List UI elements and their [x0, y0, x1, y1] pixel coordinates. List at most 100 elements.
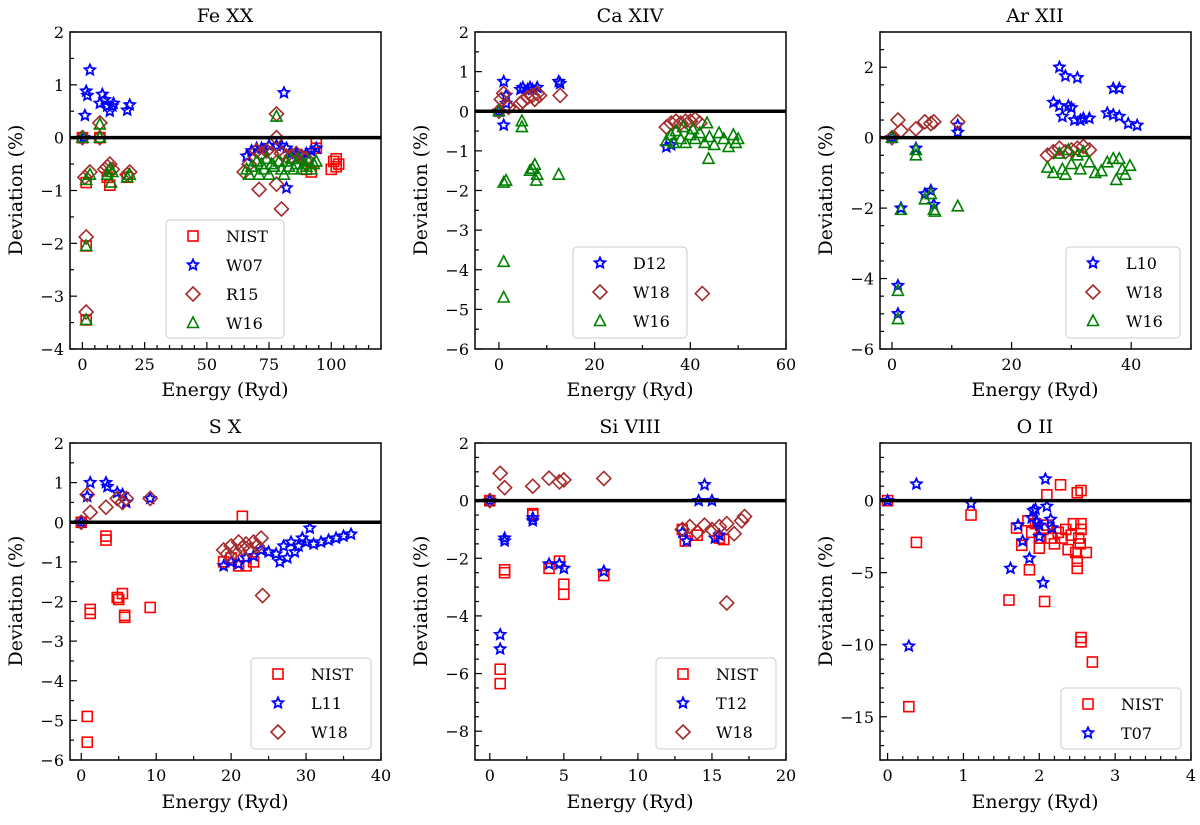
data-point-star [1031, 517, 1047, 532]
data-point-triangle [676, 119, 690, 133]
y-tick-label: −5 [445, 300, 469, 319]
y-axis-label: Deviation (%) [5, 536, 27, 667]
data-point-triangle [515, 113, 529, 127]
data-point-star [1038, 471, 1053, 486]
legend-marker-diamond [674, 723, 692, 741]
x-tick-label: 20 [584, 355, 604, 374]
legend-item: W16 [186, 314, 263, 333]
data-point-triangle [83, 166, 97, 180]
subplot-title: O II [1017, 416, 1054, 438]
legend-marker-diamond [184, 285, 202, 303]
legend-marker-triangle [186, 315, 200, 329]
legend-marker-square [272, 668, 284, 680]
y-tick-label: −5 [40, 711, 64, 730]
data-point-star [1058, 68, 1073, 83]
legend-item: W18 [591, 283, 670, 302]
data-point-star [1105, 107, 1121, 121]
series-nist [881, 478, 1099, 713]
legend-label: W18 [716, 723, 753, 742]
legend-label: NIST [311, 665, 353, 684]
data-point-diamond [711, 518, 728, 535]
legend-label: W18 [311, 723, 348, 742]
legend-marker-triangle [1086, 313, 1100, 327]
data-point-diamond [268, 129, 285, 146]
x-tick-label: 40 [680, 355, 700, 374]
legend-label: NIST [716, 665, 758, 684]
data-point-square [494, 677, 506, 690]
y-tick-label: −6 [850, 340, 874, 359]
data-point-diamond [718, 515, 735, 532]
data-point-star [497, 530, 512, 545]
data-point-square [910, 536, 923, 549]
data-point-diamond [114, 494, 131, 511]
data-point-triangle [707, 137, 722, 151]
data-point-diamond [677, 113, 694, 130]
data-point-diamond [555, 471, 572, 489]
y-tick-label: −4 [40, 340, 64, 359]
x-tick-label: 60 [776, 355, 796, 374]
series-w18 [481, 465, 753, 612]
data-point-triangle [284, 151, 299, 165]
data-point-star [482, 492, 498, 507]
data-point-triangle [1052, 145, 1067, 159]
y-tick-label: 0 [864, 492, 874, 511]
data-point-diamond [237, 535, 255, 553]
data-point-star [1044, 520, 1060, 535]
data-point-star [1082, 110, 1097, 125]
legend-marker-diamond [1084, 283, 1102, 301]
data-point-star [308, 140, 324, 155]
data-point-diamond [78, 303, 95, 321]
data-point-star [253, 542, 269, 557]
x-tick-label: 75 [259, 355, 279, 374]
data-point-star [492, 641, 508, 656]
data-point-star [1052, 59, 1067, 74]
data-point-diamond [718, 594, 735, 612]
data-point-triangle [1082, 154, 1097, 168]
data-point-triangle [102, 161, 117, 175]
axes: 0 20 40 −6 −4 −2 0 2 [850, 31, 1192, 374]
legend: NIST T07 [1060, 687, 1182, 750]
data-point-square [1075, 636, 1087, 648]
data-point-square [1056, 532, 1068, 544]
data-point-triangle [79, 238, 93, 252]
data-point-square [494, 663, 506, 676]
x-tick-label: 1 [958, 766, 968, 785]
x-axis-label: Energy (Ryd) [161, 791, 288, 813]
data-point-triangle [259, 151, 274, 165]
data-point-triangle [496, 254, 511, 268]
x-tick-label: 0 [887, 355, 897, 374]
data-point-star [106, 95, 121, 110]
data-point-star [1052, 98, 1067, 113]
data-point-square [965, 509, 977, 521]
legend: NIST T12 W18 [655, 657, 777, 750]
data-point-diamond [496, 479, 513, 496]
data-point-star [551, 73, 567, 88]
y-tick-label: 0 [54, 513, 64, 532]
y-tick-label: −1 [40, 553, 64, 572]
data-point-diamond [696, 517, 713, 534]
x-tick-label: 0 [77, 355, 87, 374]
data-point-square [1075, 484, 1087, 497]
legend-item: NIST [1082, 695, 1163, 714]
legend-item: T07 [1080, 724, 1152, 743]
data-point-star [556, 560, 572, 575]
data-point-diamond [226, 543, 243, 561]
legend-item: T12 [675, 694, 747, 713]
x-tick-label: 0 [882, 766, 892, 785]
data-point-star [552, 75, 568, 90]
y-tick-label: 1 [54, 76, 64, 95]
data-point-triangle [1058, 166, 1073, 180]
data-point-triangle [924, 186, 938, 200]
legend-label: W16 [226, 314, 263, 333]
y-tick-label: −4 [445, 261, 469, 280]
data-point-star [1022, 550, 1037, 565]
legend-item: NIST [272, 665, 353, 684]
x-tick-label: 50 [197, 355, 217, 374]
data-point-square [116, 587, 129, 600]
axes: 0 20 40 60 −6 −5 −4 −3 −2 −1 0 1 2 [445, 23, 796, 374]
data-point-diamond [250, 181, 268, 198]
legend-marker-star [270, 695, 286, 710]
legend-item: D12 [592, 254, 666, 273]
data-point-triangle [1112, 151, 1127, 165]
